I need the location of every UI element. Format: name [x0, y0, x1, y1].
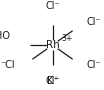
Text: Cl⁻: Cl⁻ [45, 1, 60, 11]
Text: Cl⁻: Cl⁻ [86, 17, 101, 27]
Text: K⁺: K⁺ [47, 76, 58, 86]
Text: HO: HO [0, 31, 10, 41]
Text: Cl⁻: Cl⁻ [86, 60, 101, 70]
Text: Cl⁻: Cl⁻ [45, 76, 60, 86]
Text: ⁻Cl: ⁻Cl [0, 60, 15, 70]
Text: 3+: 3+ [62, 34, 73, 43]
Text: Rh: Rh [46, 40, 59, 50]
